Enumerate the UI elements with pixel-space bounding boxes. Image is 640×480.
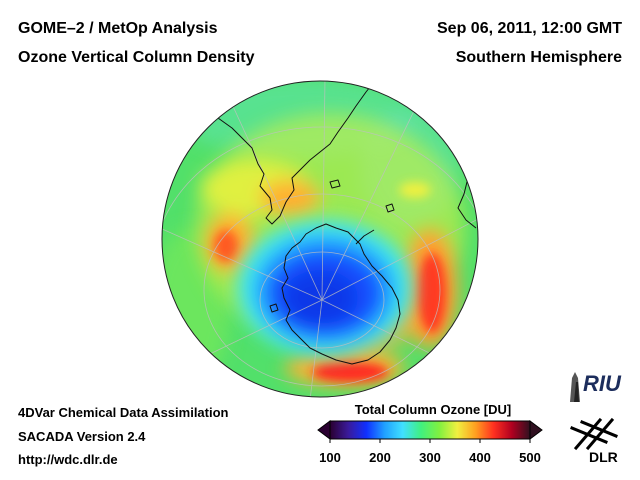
graticule: [162, 81, 478, 397]
ozone-globe-map: [161, 80, 479, 398]
colorbar: [317, 420, 543, 443]
riu-logo-text: RIU: [583, 371, 621, 396]
colorbar-title: Total Column Ozone [DU]: [354, 402, 512, 417]
title-instrument: GOME–2 / MetOp Analysis: [18, 20, 218, 37]
riu-logo-icon: [570, 372, 580, 402]
dlr-logo-text: DLR: [589, 449, 618, 465]
footer-version: SACADA Version 2.4: [18, 429, 146, 444]
colorbar-tick-label: 400: [469, 450, 491, 465]
colorbar-under-arrow: [317, 420, 331, 440]
colorbar-tick-label: 200: [369, 450, 391, 465]
title-quantity: Ozone Vertical Column Density: [18, 49, 255, 66]
colorbar-tick-label: 300: [419, 450, 441, 465]
colorbar-tick-label: 500: [519, 450, 541, 465]
title-hemisphere: Southern Hemisphere: [455, 49, 622, 66]
colorbar-over-arrow: [529, 420, 543, 440]
title-datetime: Sep 06, 2011, 12:00 GMT: [437, 20, 622, 37]
colorbar-tick-label: 100: [319, 450, 341, 465]
dlr-logo-icon: [570, 417, 618, 451]
footer-method: 4DVar Chemical Data Assimilation: [18, 405, 229, 420]
colorbar-bar: [329, 420, 531, 440]
ozone-hole: [237, 220, 413, 356]
footer-url[interactable]: http://wdc.dlr.de: [18, 452, 118, 467]
